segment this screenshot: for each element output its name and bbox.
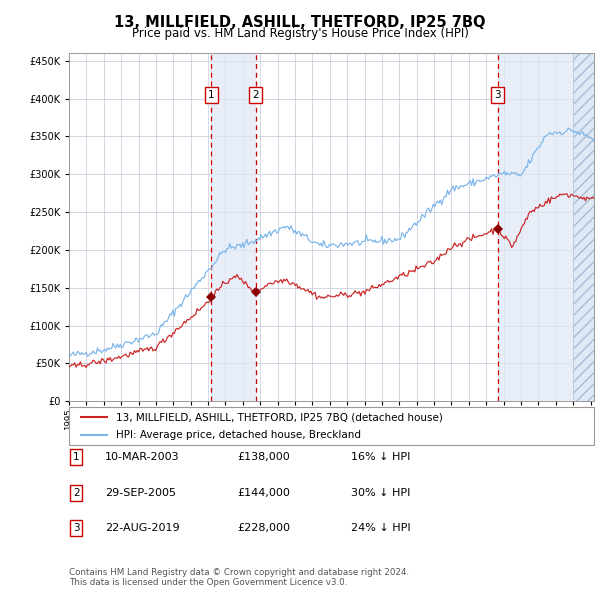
Text: 29-SEP-2005: 29-SEP-2005 <box>105 488 176 497</box>
Text: 16% ↓ HPI: 16% ↓ HPI <box>351 453 410 462</box>
Text: Contains HM Land Registry data © Crown copyright and database right 2024.
This d: Contains HM Land Registry data © Crown c… <box>69 568 409 587</box>
Text: 3: 3 <box>494 90 501 100</box>
Text: £138,000: £138,000 <box>237 453 290 462</box>
Text: 10-MAR-2003: 10-MAR-2003 <box>105 453 179 462</box>
Text: 2: 2 <box>253 90 259 100</box>
Text: 24% ↓ HPI: 24% ↓ HPI <box>351 523 410 533</box>
Text: 13, MILLFIELD, ASHILL, THETFORD, IP25 7BQ (detached house): 13, MILLFIELD, ASHILL, THETFORD, IP25 7B… <box>116 412 443 422</box>
Text: 1: 1 <box>208 90 215 100</box>
Text: 1: 1 <box>73 453 80 462</box>
Text: Price paid vs. HM Land Registry's House Price Index (HPI): Price paid vs. HM Land Registry's House … <box>131 27 469 40</box>
FancyBboxPatch shape <box>69 407 594 445</box>
Text: 30% ↓ HPI: 30% ↓ HPI <box>351 488 410 497</box>
Bar <box>497 53 594 401</box>
Bar <box>211 53 256 401</box>
Bar <box>573 53 594 401</box>
Text: 22-AUG-2019: 22-AUG-2019 <box>105 523 179 533</box>
Text: £228,000: £228,000 <box>237 523 290 533</box>
Text: £144,000: £144,000 <box>237 488 290 497</box>
Text: HPI: Average price, detached house, Breckland: HPI: Average price, detached house, Brec… <box>116 430 361 440</box>
Text: 13, MILLFIELD, ASHILL, THETFORD, IP25 7BQ: 13, MILLFIELD, ASHILL, THETFORD, IP25 7B… <box>114 15 486 30</box>
Bar <box>573 53 594 401</box>
Text: 2: 2 <box>73 488 80 497</box>
Text: 3: 3 <box>73 523 80 533</box>
